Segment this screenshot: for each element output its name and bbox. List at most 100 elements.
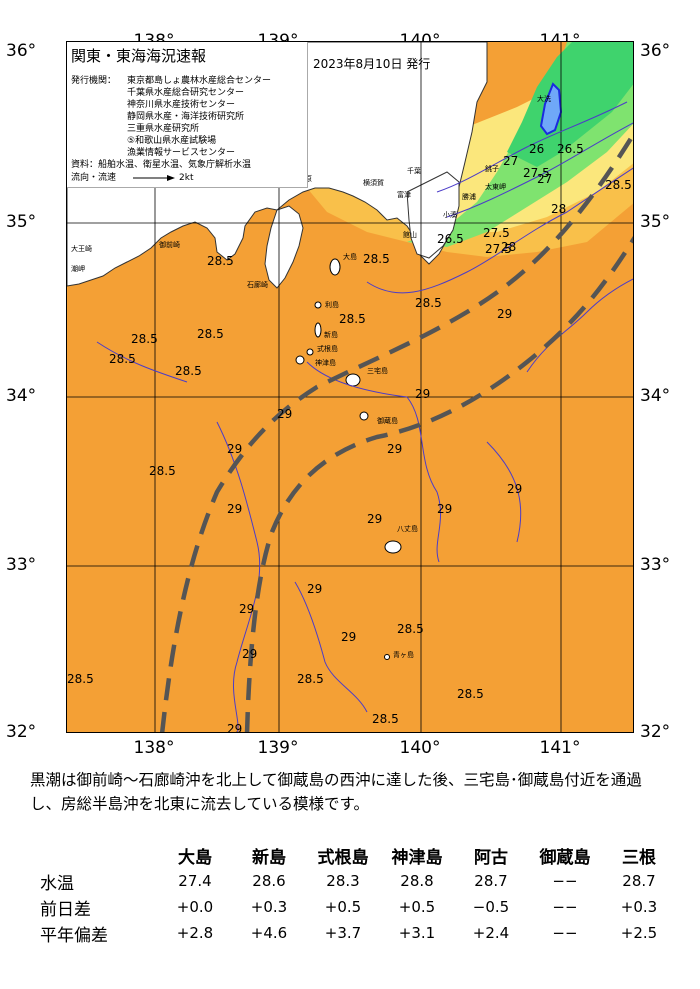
table-row: 水温 27.4 28.6 28.3 28.8 28.7 −− 28.7 xyxy=(40,868,676,894)
lat-label-right-34: 34° xyxy=(640,386,671,406)
place-label-taitozaki: 太東岬 xyxy=(485,183,506,191)
isotherm-label: 27.5 xyxy=(483,226,510,240)
lat-label-right-35: 35° xyxy=(640,212,671,232)
table-cell: −0.5 xyxy=(472,898,510,916)
isotherm-label: 29 xyxy=(437,502,453,516)
isotherm-label: 29 xyxy=(239,602,255,616)
table-cell: −− xyxy=(552,872,578,890)
column-header: 大島 xyxy=(178,847,212,868)
column-header: 御蔵島 xyxy=(539,847,591,868)
isotherm-label: 28.5 xyxy=(197,327,224,341)
column-header: 新島 xyxy=(252,847,286,868)
place-label-oshima: 大島 xyxy=(343,253,357,261)
lon-label-bottom-139: 139° xyxy=(257,738,299,758)
lat-label-right-32: 32° xyxy=(640,722,671,742)
place-label-kominato: 小湊 xyxy=(443,211,457,219)
description-text: 黒潮は御前崎～石廊崎沖を北上して御蔵島の西沖に達した後、三宅島･御蔵島付近を通過… xyxy=(30,771,642,813)
column-header: 式根島 xyxy=(317,847,369,868)
isotherm-label: 28.5 xyxy=(297,672,324,686)
table-cell: +0.0 xyxy=(176,898,214,916)
place-label-oarai: 大洗 xyxy=(537,95,551,103)
isotherm-label: 29 xyxy=(242,647,258,661)
lat-label-left-33: 33° xyxy=(6,555,37,575)
isotherm-label: 29 xyxy=(307,582,323,596)
island-oshima xyxy=(329,258,341,276)
table-cell: +2.4 xyxy=(472,924,510,942)
lon-label-bottom-140: 140° xyxy=(399,738,441,758)
island-toshima xyxy=(314,301,322,309)
place-label-tateyama: 館山 xyxy=(403,231,417,239)
isotherm-label: 28.5 xyxy=(131,332,158,346)
flow-label: 流向・流速 xyxy=(71,173,117,183)
column-header: 三根 xyxy=(622,847,656,868)
sea-zone-coldest-green xyxy=(507,42,633,167)
place-label-hachijojima: 八丈島 xyxy=(397,525,418,533)
island-hachijojima xyxy=(384,540,402,554)
isotherm-label: 29 xyxy=(507,482,523,496)
place-label-kozushima: 神津島 xyxy=(315,359,336,367)
isotherm-label: 28.5 xyxy=(149,464,176,478)
place-label-aogashima: 青ヶ島 xyxy=(393,651,414,659)
table-cell: 28.8 xyxy=(400,872,434,890)
lon-label-bottom-141: 141° xyxy=(539,738,581,758)
isotherm-label: 28.5 xyxy=(109,352,136,366)
place-label-yokosuka: 横須賀 xyxy=(363,179,384,187)
isotherm-label: 27 xyxy=(503,154,519,168)
table-cell: 28.3 xyxy=(326,872,360,890)
isotherm-label: 28.5 xyxy=(457,687,484,701)
lat-label-left-32: 32° xyxy=(6,722,37,742)
isotherm-label: 26.5 xyxy=(437,232,464,246)
island-niijima xyxy=(314,322,322,338)
issuer-5: 三重県水産研究所 xyxy=(127,124,200,134)
isotherm-label: 28 xyxy=(501,240,517,254)
isotherm-label: 28.5 xyxy=(415,296,442,310)
sea-zone-core-blue xyxy=(539,82,563,136)
legend-box: 関東・東海海況速報 発行機関： 東京都島しょ農林水産総合センター 千葉県水産総合… xyxy=(67,42,308,188)
isotherm-label: 27.5 xyxy=(485,242,512,256)
isotherm-label: 29 xyxy=(387,442,403,456)
column-header: 阿古 xyxy=(474,847,508,868)
isotherm-label: 26 xyxy=(529,142,545,156)
isotherm-label: 28.5 xyxy=(363,252,390,266)
place-label-irozaki: 石廊崎 xyxy=(247,281,268,289)
isotherm-contours xyxy=(96,101,633,732)
column-header: 神津島 xyxy=(391,847,443,868)
place-label-choshi: 銚子 xyxy=(485,165,499,173)
land-boso-peninsula xyxy=(406,171,460,259)
temperature-table: 大島 新島 式根島 神津島 阿古 御蔵島 三根 水温 27.4 28.6 28.… xyxy=(40,842,676,946)
table-cell: 28.6 xyxy=(252,872,286,890)
table-cell: +0.5 xyxy=(324,898,362,916)
place-label-miyakejima: 三宅島 xyxy=(367,367,388,375)
lat-label-right-36: 36° xyxy=(640,41,671,61)
sources-text: 資料：船舶水温、衛星水温、気象庁解析水温 xyxy=(71,160,252,170)
land-izu-peninsula xyxy=(264,205,304,289)
isotherm-label: 26.5 xyxy=(557,142,584,156)
table-row: 前日差 +0.0 +0.3 +0.5 +0.5 −0.5 −− +0.3 xyxy=(40,894,676,920)
sea-temperature-map[interactable]: 28.5 28.5 28.5 28.5 28.5 28.5 28.5 28.5 … xyxy=(66,41,634,733)
isotherm-label: 28 xyxy=(551,202,567,216)
issuer-3: 神奈川県水産技術センター xyxy=(127,100,236,110)
isotherm-label: 28.5 xyxy=(67,672,94,686)
isotherm-label: 27.5 xyxy=(523,166,550,180)
table-cell: +3.1 xyxy=(398,924,436,942)
place-label-mikurajima: 御蔵島 xyxy=(377,417,398,425)
isotherm-label: 29 xyxy=(415,387,431,401)
table-row: 平年偏差 +2.8 +4.6 +3.7 +3.1 +2.4 −− +2.5 xyxy=(40,920,676,946)
issuer-1: 東京都島しょ農林水産総合センター xyxy=(127,76,272,86)
table-cell: +2.5 xyxy=(620,924,658,942)
place-label-omaezaki: 御前崎 xyxy=(159,241,180,249)
lat-label-left-36: 36° xyxy=(6,41,37,61)
isotherm-label: 29 xyxy=(497,307,513,321)
issuer-2: 千葉県水産総合研究センター xyxy=(127,88,245,98)
isotherm-label: 28.5 xyxy=(397,622,424,636)
table-cell: +3.7 xyxy=(324,924,362,942)
place-label-niijima: 新島 xyxy=(324,331,338,339)
table-cell: −− xyxy=(552,924,578,942)
map-title: 関東・東海海況速報 xyxy=(71,47,207,65)
table-cell: 28.7 xyxy=(474,872,508,890)
isotherm-label: 28.5 xyxy=(339,312,366,326)
isotherm-label: 28.5 xyxy=(372,712,399,726)
lat-label-right-33: 33° xyxy=(640,555,671,575)
table-cell: +0.3 xyxy=(250,898,288,916)
lat-label-left-34: 34° xyxy=(6,386,37,406)
